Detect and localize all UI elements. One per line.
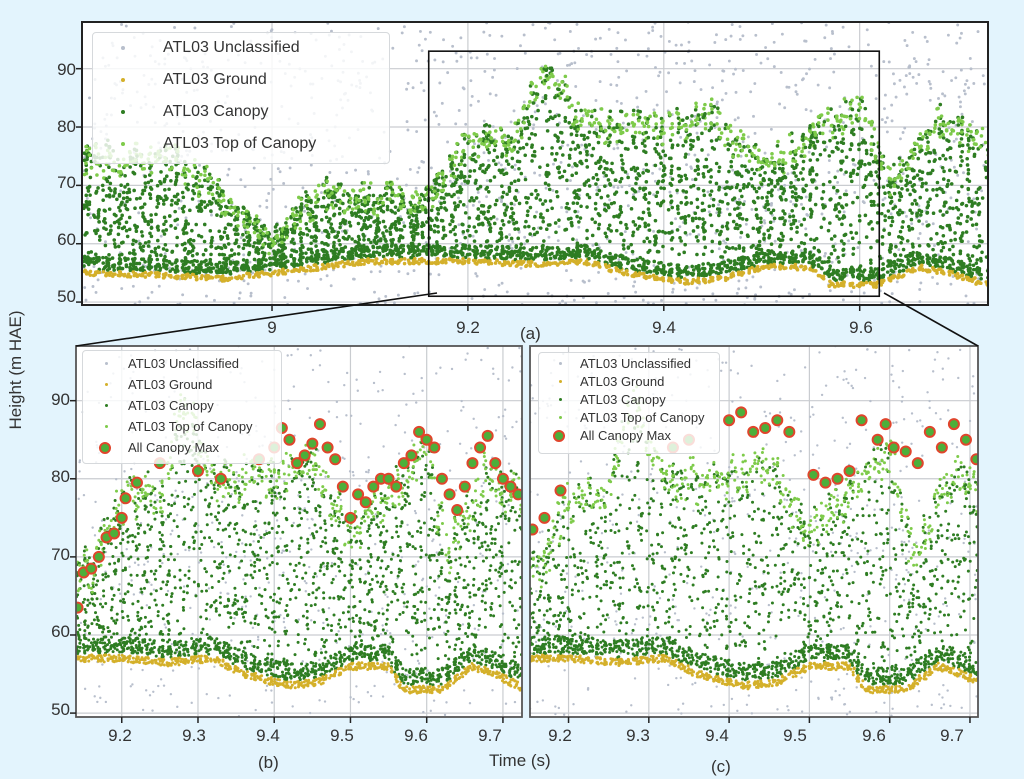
panel-a-xtick-9: 9 [267, 318, 277, 337]
panel-a-ytick-80: 80 [57, 117, 76, 136]
panel-b-ytick-90: 90 [51, 390, 70, 409]
panel-b-ytick-80: 80 [51, 467, 70, 486]
panel-c-xtick-9.2: 9.2 [548, 726, 572, 745]
legend-ground-label: ATL03 Ground [580, 374, 665, 389]
zoom-connector-lines [75, 292, 979, 347]
panel-a-ytick-60: 60 [57, 230, 76, 249]
legend-top-of-canopy-label: ATL03 Top of Canopy [163, 135, 317, 152]
legend-unclassified-marker [121, 46, 125, 50]
panel-b-ytick-70: 70 [51, 545, 70, 564]
panel-b-xtick-9.4: 9.4 [256, 726, 280, 745]
panel-b-legend: ATL03 Unclassified ATL03 Ground ATL03 Ca… [82, 350, 282, 464]
legend-canopy-marker [105, 404, 108, 407]
panel-a-ytick-70: 70 [57, 173, 76, 192]
panel-c-xtick-9.4: 9.4 [705, 726, 729, 745]
x-axis-title: Time (s) [489, 751, 551, 770]
legend-top-of-canopy-marker [105, 425, 108, 428]
legend-canopy-label: ATL03 Canopy [580, 392, 666, 407]
panel-b-xtick-9.6: 9.6 [404, 726, 428, 745]
legend-unclassified-marker [105, 362, 108, 365]
panel-b-xtick-9.3: 9.3 [182, 726, 206, 745]
legend-canopy-max-label: All Canopy Max [128, 440, 220, 455]
legend-unclassified-marker [559, 362, 562, 365]
legend-canopy-label: ATL03 Canopy [163, 103, 269, 120]
panel-a-xtick-9.6: 9.6 [849, 318, 873, 337]
panel-a-label: (a) [520, 324, 541, 343]
panel-a-ytick-50: 50 [57, 287, 76, 306]
legend-top-of-canopy-label: ATL03 Top of Canopy [580, 410, 705, 425]
legend-canopy-marker [559, 398, 562, 401]
legend-ground-marker [559, 380, 562, 383]
legend-top-of-canopy-label: ATL03 Top of Canopy [128, 419, 253, 434]
panel-b-ytick-50: 50 [51, 700, 70, 719]
legend-ground-marker [105, 383, 108, 386]
legend-top-of-canopy-marker [121, 142, 125, 146]
legend-canopy-max-marker [99, 441, 111, 454]
legend-ground-label: ATL03 Ground [163, 71, 267, 88]
panel-c-xtick-9.3: 9.3 [626, 726, 650, 745]
legend-unclassified-label: ATL03 Unclassified [580, 356, 692, 371]
legend-canopy-max-marker [553, 429, 565, 442]
y-axis-title-wrap: Height (m HAE) [4, 280, 28, 460]
legend-unclassified-label: ATL03 Unclassified [128, 356, 240, 371]
panel-b-ytick-60: 60 [51, 622, 70, 641]
legend-unclassified-label: ATL03 Unclassified [163, 39, 300, 56]
panel-b-xtick-9.5: 9.5 [330, 726, 354, 745]
panel-a-xtick-9.2: 9.2 [456, 318, 480, 337]
y-axis-title: Height (m HAE) [6, 310, 25, 430]
panel-b-xtick-9.7: 9.7 [478, 726, 502, 745]
panel-b-label: (b) [258, 753, 279, 772]
panel-a-ytick-90: 90 [57, 60, 76, 79]
panel-c-xtick-9.6: 9.6 [862, 726, 886, 745]
legend-ground-marker [121, 78, 125, 82]
legend-ground-label: ATL03 Ground [128, 377, 213, 392]
panel-b-xtick-9.2: 9.2 [108, 726, 132, 745]
legend-canopy-max-label: All Canopy Max [580, 428, 672, 443]
panel-a-legend: ATL03 Unclassified ATL03 Ground ATL03 Ca… [92, 32, 390, 164]
panel-c-xtick-9.7: 9.7 [940, 726, 964, 745]
legend-top-of-canopy-marker [559, 416, 562, 419]
panel-a-xtick-9.4: 9.4 [652, 318, 676, 337]
panel-c-legend: ATL03 Unclassified ATL03 Ground ATL03 Ca… [538, 352, 720, 454]
panel-c-xtick-9.5: 9.5 [783, 726, 807, 745]
legend-canopy-marker [121, 110, 125, 114]
legend-canopy-label: ATL03 Canopy [128, 398, 214, 413]
panel-c-label: (c) [711, 757, 731, 776]
